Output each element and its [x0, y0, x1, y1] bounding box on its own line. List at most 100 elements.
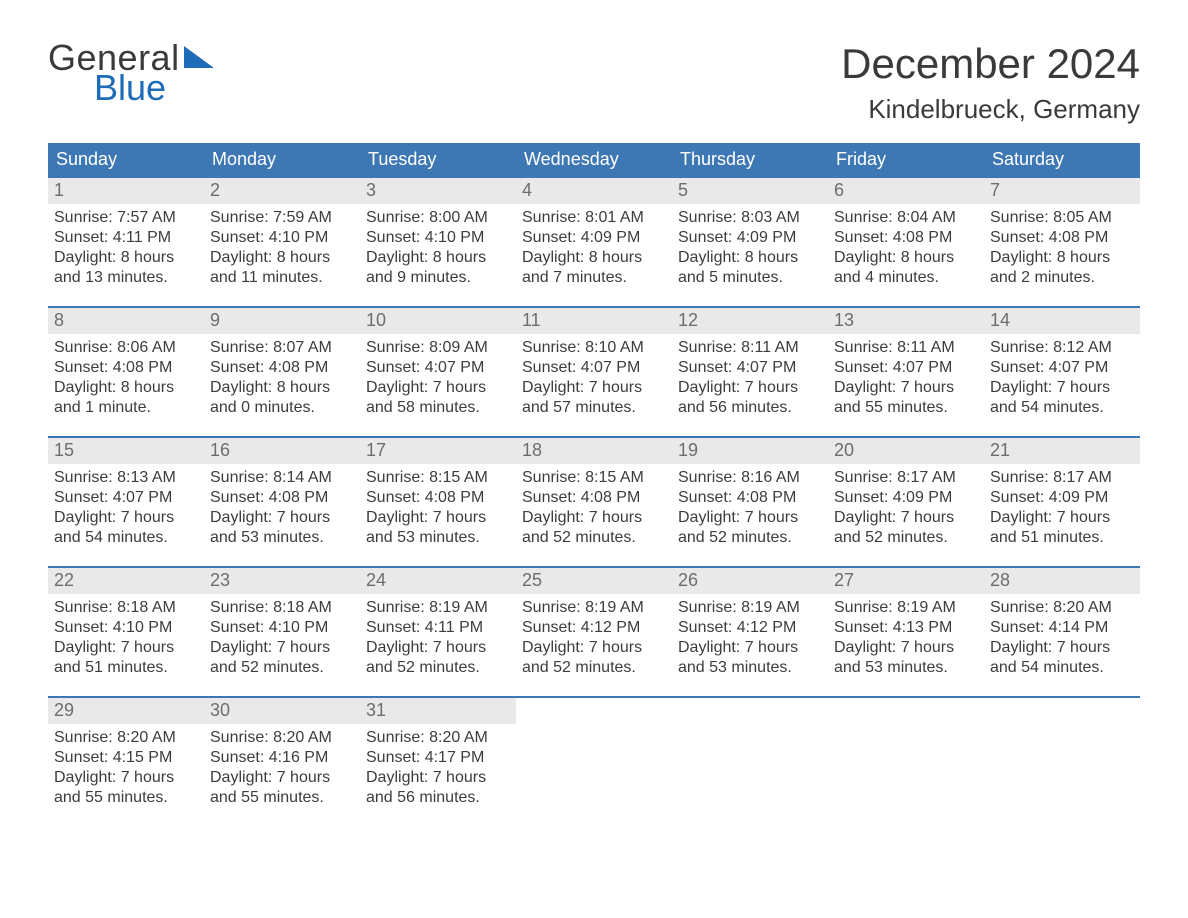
day-dl1: Daylight: 7 hours [210, 768, 354, 788]
day-dl1: Daylight: 8 hours [210, 248, 354, 268]
day-sunset: Sunset: 4:10 PM [54, 618, 198, 638]
day-dl2: and 51 minutes. [54, 658, 198, 678]
day-dl2: and 56 minutes. [678, 398, 822, 418]
day-dl2: and 58 minutes. [366, 398, 510, 418]
day-sunset: Sunset: 4:08 PM [366, 488, 510, 508]
day-dl2: and 5 minutes. [678, 268, 822, 288]
day-of-week-header: SundayMondayTuesdayWednesdayThursdayFrid… [48, 143, 1140, 178]
day-sunset: Sunset: 4:11 PM [366, 618, 510, 638]
day-dl1: Daylight: 8 hours [54, 248, 198, 268]
day-details: Sunrise: 8:05 AMSunset: 4:08 PMDaylight:… [984, 204, 1140, 290]
day-number: 28 [984, 568, 1140, 594]
calendar-day: 27Sunrise: 8:19 AMSunset: 4:13 PMDayligh… [828, 568, 984, 680]
day-sunset: Sunset: 4:10 PM [210, 228, 354, 248]
day-dl1: Daylight: 7 hours [522, 638, 666, 658]
day-number: 29 [48, 698, 204, 724]
day-details: Sunrise: 8:00 AMSunset: 4:10 PMDaylight:… [360, 204, 516, 290]
day-sunrise: Sunrise: 8:20 AM [210, 728, 354, 748]
calendar-day [984, 698, 1140, 810]
calendar-day: 16Sunrise: 8:14 AMSunset: 4:08 PMDayligh… [204, 438, 360, 550]
day-details: Sunrise: 8:20 AMSunset: 4:14 PMDaylight:… [984, 594, 1140, 680]
day-number: 30 [204, 698, 360, 724]
day-dl2: and 55 minutes. [54, 788, 198, 808]
day-number: 8 [48, 308, 204, 334]
day-sunset: Sunset: 4:07 PM [54, 488, 198, 508]
day-number: 27 [828, 568, 984, 594]
calendar-day: 5Sunrise: 8:03 AMSunset: 4:09 PMDaylight… [672, 178, 828, 290]
day-dl2: and 55 minutes. [210, 788, 354, 808]
day-number: 14 [984, 308, 1140, 334]
day-sunset: Sunset: 4:10 PM [210, 618, 354, 638]
location-label: Kindelbrueck, Germany [841, 94, 1140, 125]
day-sunset: Sunset: 4:08 PM [54, 358, 198, 378]
page-title: December 2024 [841, 40, 1140, 88]
calendar-day: 4Sunrise: 8:01 AMSunset: 4:09 PMDaylight… [516, 178, 672, 290]
day-dl1: Daylight: 7 hours [678, 508, 822, 528]
calendar-day: 17Sunrise: 8:15 AMSunset: 4:08 PMDayligh… [360, 438, 516, 550]
day-sunset: Sunset: 4:12 PM [678, 618, 822, 638]
day-sunrise: Sunrise: 8:12 AM [990, 338, 1134, 358]
day-dl2: and 1 minute. [54, 398, 198, 418]
day-sunset: Sunset: 4:17 PM [366, 748, 510, 768]
calendar-day: 1Sunrise: 7:57 AMSunset: 4:11 PMDaylight… [48, 178, 204, 290]
day-sunset: Sunset: 4:08 PM [522, 488, 666, 508]
day-dl2: and 55 minutes. [834, 398, 978, 418]
day-dl2: and 54 minutes. [990, 658, 1134, 678]
day-number: 24 [360, 568, 516, 594]
day-number: 7 [984, 178, 1140, 204]
day-number: 10 [360, 308, 516, 334]
day-details: Sunrise: 7:57 AMSunset: 4:11 PMDaylight:… [48, 204, 204, 290]
calendar-day: 6Sunrise: 8:04 AMSunset: 4:08 PMDaylight… [828, 178, 984, 290]
day-details: Sunrise: 8:15 AMSunset: 4:08 PMDaylight:… [516, 464, 672, 550]
day-dl1: Daylight: 7 hours [54, 768, 198, 788]
day-dl1: Daylight: 7 hours [990, 638, 1134, 658]
day-dl1: Daylight: 7 hours [990, 508, 1134, 528]
day-dl2: and 7 minutes. [522, 268, 666, 288]
day-details: Sunrise: 8:03 AMSunset: 4:09 PMDaylight:… [672, 204, 828, 290]
day-number: 1 [48, 178, 204, 204]
brand-word2: Blue [94, 70, 214, 106]
day-details: Sunrise: 8:20 AMSunset: 4:17 PMDaylight:… [360, 724, 516, 810]
day-details: Sunrise: 8:09 AMSunset: 4:07 PMDaylight:… [360, 334, 516, 420]
calendar-day: 10Sunrise: 8:09 AMSunset: 4:07 PMDayligh… [360, 308, 516, 420]
day-dl2: and 53 minutes. [834, 658, 978, 678]
calendar-day [516, 698, 672, 810]
calendar-day: 31Sunrise: 8:20 AMSunset: 4:17 PMDayligh… [360, 698, 516, 810]
day-dl1: Daylight: 8 hours [54, 378, 198, 398]
day-details: Sunrise: 8:20 AMSunset: 4:16 PMDaylight:… [204, 724, 360, 810]
day-dl1: Daylight: 7 hours [834, 638, 978, 658]
day-sunset: Sunset: 4:07 PM [522, 358, 666, 378]
day-dl1: Daylight: 7 hours [678, 638, 822, 658]
calendar-day: 7Sunrise: 8:05 AMSunset: 4:08 PMDaylight… [984, 178, 1140, 290]
day-dl1: Daylight: 7 hours [834, 378, 978, 398]
calendar-day: 22Sunrise: 8:18 AMSunset: 4:10 PMDayligh… [48, 568, 204, 680]
day-dl2: and 2 minutes. [990, 268, 1134, 288]
day-sunrise: Sunrise: 8:09 AM [366, 338, 510, 358]
day-details: Sunrise: 8:15 AMSunset: 4:08 PMDaylight:… [360, 464, 516, 550]
calendar-day: 11Sunrise: 8:10 AMSunset: 4:07 PMDayligh… [516, 308, 672, 420]
calendar-day: 12Sunrise: 8:11 AMSunset: 4:07 PMDayligh… [672, 308, 828, 420]
day-sunrise: Sunrise: 8:19 AM [366, 598, 510, 618]
day-number: 19 [672, 438, 828, 464]
day-dl2: and 54 minutes. [990, 398, 1134, 418]
calendar-day: 2Sunrise: 7:59 AMSunset: 4:10 PMDaylight… [204, 178, 360, 290]
day-dl2: and 52 minutes. [522, 658, 666, 678]
day-sunset: Sunset: 4:08 PM [990, 228, 1134, 248]
day-sunset: Sunset: 4:08 PM [210, 488, 354, 508]
day-sunrise: Sunrise: 8:19 AM [678, 598, 822, 618]
day-dl2: and 52 minutes. [522, 528, 666, 548]
day-number: 26 [672, 568, 828, 594]
day-dl2: and 52 minutes. [834, 528, 978, 548]
day-dl2: and 52 minutes. [678, 528, 822, 548]
day-number: 9 [204, 308, 360, 334]
calendar-day: 21Sunrise: 8:17 AMSunset: 4:09 PMDayligh… [984, 438, 1140, 550]
day-sunset: Sunset: 4:12 PM [522, 618, 666, 638]
day-sunset: Sunset: 4:07 PM [834, 358, 978, 378]
day-details: Sunrise: 8:13 AMSunset: 4:07 PMDaylight:… [48, 464, 204, 550]
day-dl1: Daylight: 7 hours [834, 508, 978, 528]
day-sunrise: Sunrise: 8:01 AM [522, 208, 666, 228]
day-dl2: and 53 minutes. [678, 658, 822, 678]
day-number: 25 [516, 568, 672, 594]
calendar-week: 22Sunrise: 8:18 AMSunset: 4:10 PMDayligh… [48, 566, 1140, 680]
day-sunrise: Sunrise: 8:07 AM [210, 338, 354, 358]
